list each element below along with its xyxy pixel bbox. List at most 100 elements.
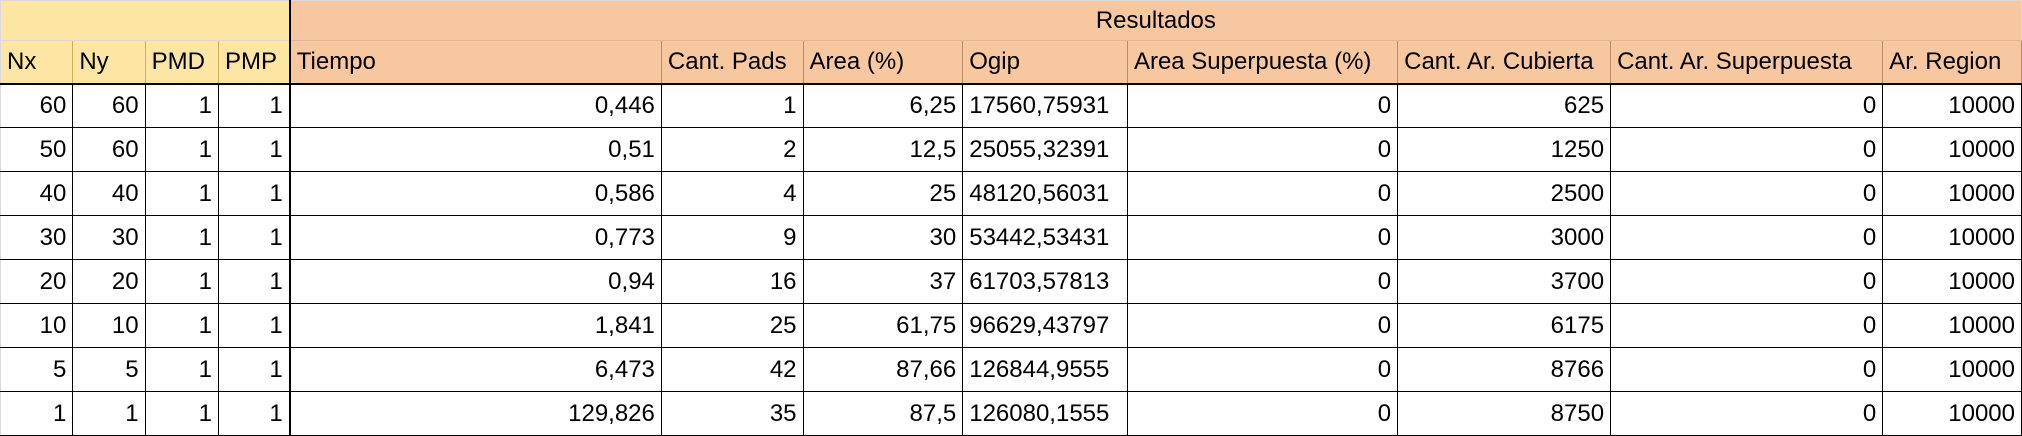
- cell-nx[interactable]: 60: [0, 83, 74, 128]
- cell-nx[interactable]: 40: [0, 171, 74, 216]
- cell-cant-ar-cubierta[interactable]: 6175: [1397, 303, 1612, 348]
- cell-ny[interactable]: 60: [72, 83, 146, 128]
- results-group-header[interactable]: Resultados: [289, 0, 2022, 41]
- cell-cant-pads[interactable]: 35: [660, 391, 804, 436]
- header-ny[interactable]: Ny: [72, 40, 146, 85]
- cell-tiempo[interactable]: 1,841: [289, 303, 662, 348]
- cell-nx[interactable]: 1: [0, 391, 74, 436]
- header-cant-ar-cubierta[interactable]: Cant. Ar. Cubierta: [1397, 40, 1612, 85]
- header-pmp[interactable]: PMP: [217, 40, 291, 85]
- cell-pmd[interactable]: 1: [144, 171, 219, 216]
- cell-tiempo[interactable]: 0,446: [289, 83, 662, 128]
- cell-ogip[interactable]: 61703,57813: [962, 259, 1128, 304]
- cell-pmd[interactable]: 1: [144, 83, 219, 128]
- cell-ar-region[interactable]: 10000: [1882, 347, 2022, 392]
- header-area[interactable]: Area (%): [802, 40, 964, 85]
- cell-area-superpuesta[interactable]: 0: [1126, 259, 1399, 304]
- cell-pmp[interactable]: 1: [217, 215, 291, 260]
- cell-ogip[interactable]: 126080,1555: [962, 391, 1128, 436]
- cell-cant-pads[interactable]: 2: [660, 127, 804, 172]
- cell-cant-ar-cubierta[interactable]: 3700: [1397, 259, 1612, 304]
- cell-ny[interactable]: 1: [72, 391, 146, 436]
- cell-ny[interactable]: 30: [72, 215, 146, 260]
- cell-cant-ar-superpuesta[interactable]: 0: [1610, 391, 1884, 436]
- cell-area-superpuesta[interactable]: 0: [1126, 83, 1399, 128]
- cell-area[interactable]: 30: [802, 215, 964, 260]
- cell-pmd[interactable]: 1: [144, 391, 219, 436]
- cell-pmp[interactable]: 1: [217, 83, 291, 128]
- cell-area-superpuesta[interactable]: 0: [1126, 127, 1399, 172]
- cell-cant-ar-cubierta[interactable]: 3000: [1397, 215, 1612, 260]
- cell-cant-ar-cubierta[interactable]: 2500: [1397, 171, 1612, 216]
- cell-ny[interactable]: 10: [72, 303, 146, 348]
- cell-ny[interactable]: 5: [72, 347, 146, 392]
- cell-area-superpuesta[interactable]: 0: [1126, 303, 1399, 348]
- cell-ar-region[interactable]: 10000: [1882, 83, 2022, 128]
- cell-area[interactable]: 37: [802, 259, 964, 304]
- cell-ogip[interactable]: 48120,56031: [962, 171, 1128, 216]
- cell-pmd[interactable]: 1: [144, 127, 219, 172]
- cell-cant-pads[interactable]: 4: [660, 171, 804, 216]
- cell-tiempo[interactable]: 6,473: [289, 347, 662, 392]
- input-group-header[interactable]: [0, 0, 291, 41]
- cell-ny[interactable]: 20: [72, 259, 146, 304]
- cell-ny[interactable]: 60: [72, 127, 146, 172]
- cell-ar-region[interactable]: 10000: [1882, 215, 2022, 260]
- cell-ar-region[interactable]: 10000: [1882, 171, 2022, 216]
- cell-tiempo[interactable]: 0,586: [289, 171, 662, 216]
- cell-cant-ar-superpuesta[interactable]: 0: [1610, 259, 1884, 304]
- cell-pmd[interactable]: 1: [144, 303, 219, 348]
- cell-pmp[interactable]: 1: [217, 127, 291, 172]
- cell-nx[interactable]: 30: [0, 215, 74, 260]
- cell-ar-region[interactable]: 10000: [1882, 391, 2022, 436]
- cell-nx[interactable]: 5: [0, 347, 74, 392]
- cell-nx[interactable]: 10: [0, 303, 74, 348]
- cell-area-superpuesta[interactable]: 0: [1126, 171, 1399, 216]
- header-ar-region[interactable]: Ar. Region: [1882, 40, 2022, 85]
- cell-nx[interactable]: 50: [0, 127, 74, 172]
- cell-ogip[interactable]: 96629,43797: [962, 303, 1128, 348]
- cell-cant-ar-superpuesta[interactable]: 0: [1610, 127, 1884, 172]
- cell-pmp[interactable]: 1: [217, 171, 291, 216]
- cell-pmp[interactable]: 1: [217, 391, 291, 436]
- cell-cant-pads[interactable]: 16: [660, 259, 804, 304]
- cell-nx[interactable]: 20: [0, 259, 74, 304]
- cell-area[interactable]: 12,5: [802, 127, 964, 172]
- header-area-superpuesta[interactable]: Area Superpuesta (%): [1126, 40, 1399, 85]
- cell-area[interactable]: 25: [802, 171, 964, 216]
- header-pmd[interactable]: PMD: [144, 40, 219, 85]
- cell-pmp[interactable]: 1: [217, 303, 291, 348]
- cell-area[interactable]: 87,5: [802, 391, 964, 436]
- cell-ar-region[interactable]: 10000: [1882, 303, 2022, 348]
- cell-pmd[interactable]: 1: [144, 215, 219, 260]
- cell-cant-pads[interactable]: 9: [660, 215, 804, 260]
- cell-pmd[interactable]: 1: [144, 347, 219, 392]
- cell-area-superpuesta[interactable]: 0: [1126, 215, 1399, 260]
- cell-ogip[interactable]: 25055,32391: [962, 127, 1128, 172]
- cell-tiempo[interactable]: 0,773: [289, 215, 662, 260]
- cell-cant-ar-superpuesta[interactable]: 0: [1610, 83, 1884, 128]
- header-tiempo[interactable]: Tiempo: [289, 40, 662, 85]
- cell-ogip[interactable]: 17560,75931: [962, 83, 1128, 128]
- cell-ar-region[interactable]: 10000: [1882, 127, 2022, 172]
- header-ogip[interactable]: Ogip: [962, 40, 1128, 85]
- cell-cant-pads[interactable]: 25: [660, 303, 804, 348]
- cell-tiempo[interactable]: 0,51: [289, 127, 662, 172]
- cell-cant-pads[interactable]: 42: [660, 347, 804, 392]
- cell-cant-ar-superpuesta[interactable]: 0: [1610, 171, 1884, 216]
- cell-ogip[interactable]: 126844,9555: [962, 347, 1128, 392]
- cell-cant-ar-superpuesta[interactable]: 0: [1610, 215, 1884, 260]
- header-cant-pads[interactable]: Cant. Pads: [660, 40, 804, 85]
- cell-cant-ar-superpuesta[interactable]: 0: [1610, 347, 1884, 392]
- cell-pmp[interactable]: 1: [217, 259, 291, 304]
- cell-cant-pads[interactable]: 1: [660, 83, 804, 128]
- cell-cant-ar-cubierta[interactable]: 625: [1397, 83, 1612, 128]
- cell-pmp[interactable]: 1: [217, 347, 291, 392]
- cell-cant-ar-cubierta[interactable]: 8750: [1397, 391, 1612, 436]
- cell-area[interactable]: 61,75: [802, 303, 964, 348]
- cell-area-superpuesta[interactable]: 0: [1126, 391, 1399, 436]
- cell-cant-ar-superpuesta[interactable]: 0: [1610, 303, 1884, 348]
- cell-tiempo[interactable]: 0,94: [289, 259, 662, 304]
- cell-ny[interactable]: 40: [72, 171, 146, 216]
- header-nx[interactable]: Nx: [0, 40, 74, 85]
